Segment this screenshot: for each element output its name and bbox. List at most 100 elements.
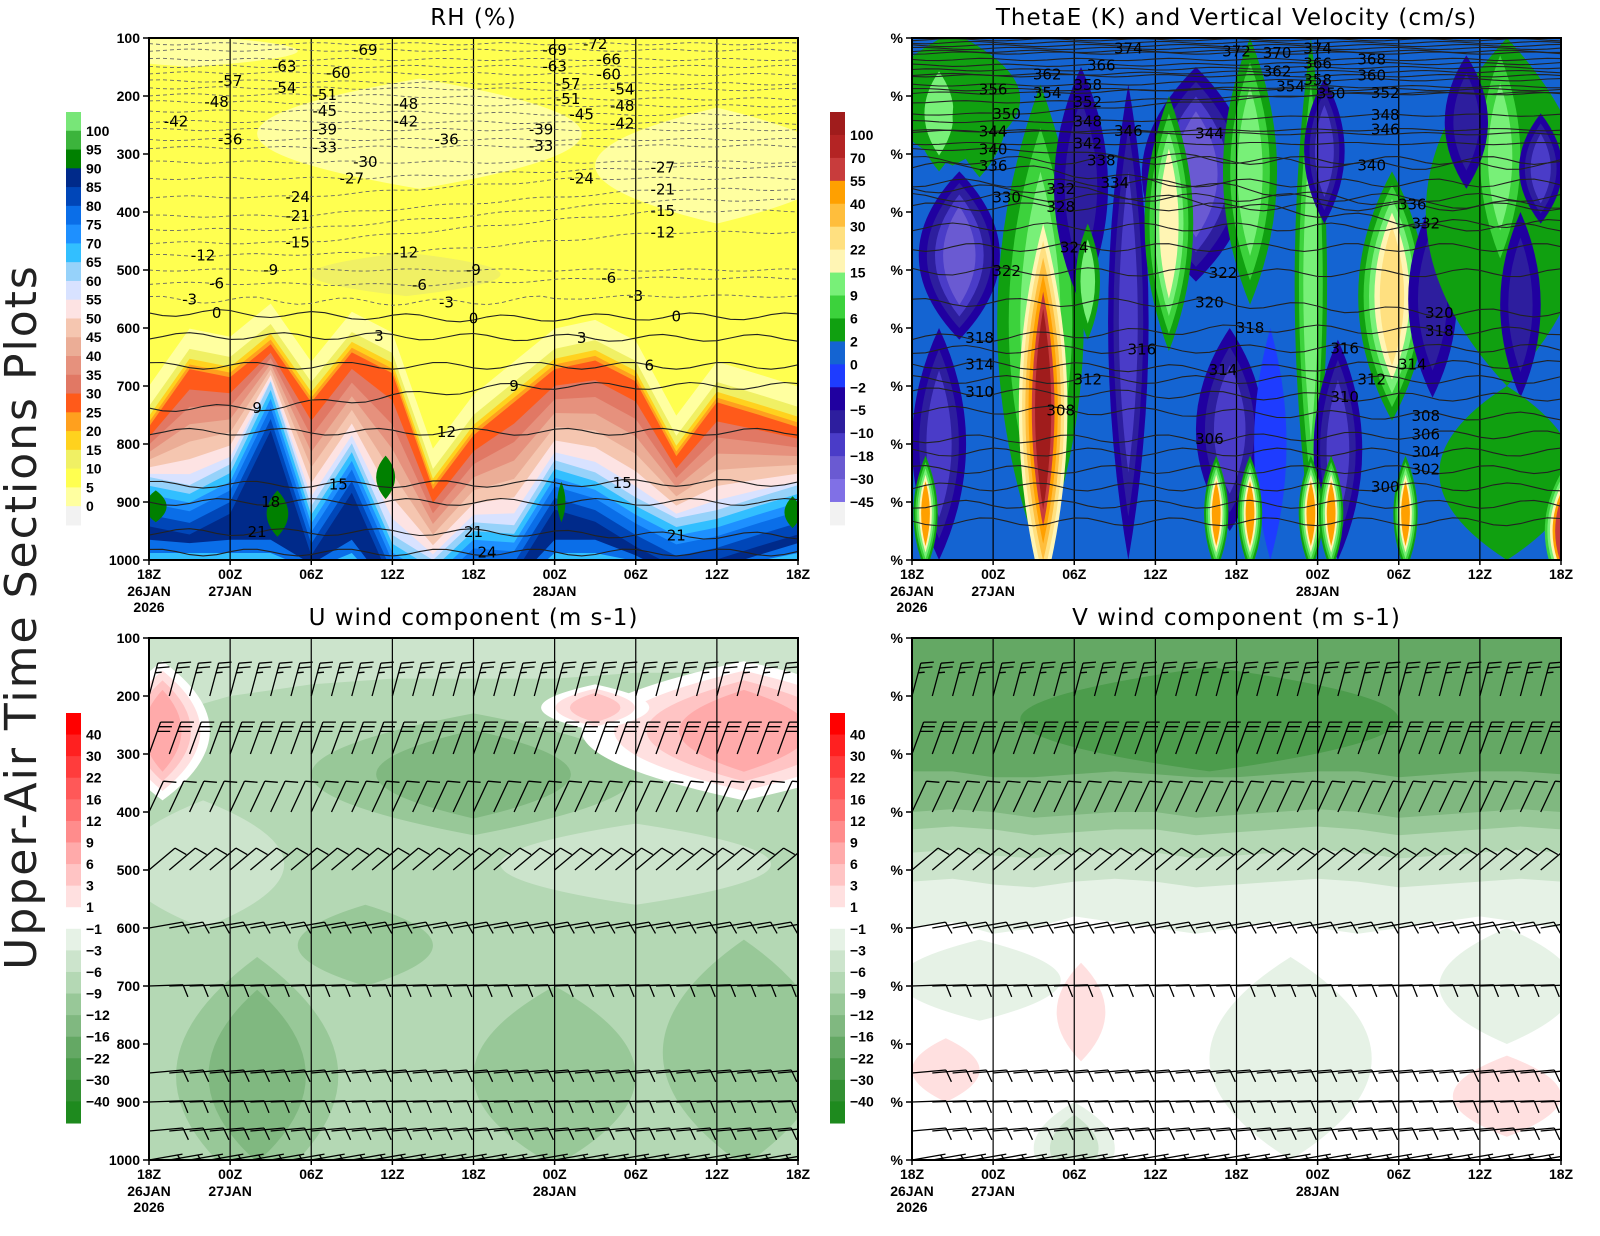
colorbar-label: −6 — [86, 964, 102, 980]
wind-barb — [1276, 847, 1315, 871]
wind-barb — [514, 984, 554, 998]
contour-line — [912, 74, 1561, 78]
contour-label: 21 — [248, 523, 267, 541]
wind-barb — [912, 780, 940, 813]
wind-barb — [1215, 780, 1244, 813]
contour-label: 15 — [329, 476, 348, 494]
x-date-label: 27JAN — [971, 1183, 1015, 1199]
colorbar-swatch — [66, 487, 81, 507]
wind-barb — [756, 721, 783, 755]
wind-barb — [1479, 780, 1508, 813]
wind-barb — [533, 661, 557, 697]
wind-barb — [473, 921, 515, 934]
contour-line — [912, 192, 1561, 202]
contour-line — [912, 517, 1561, 527]
wind-barb — [797, 869, 798, 870]
contour-label: 320 — [1195, 293, 1224, 311]
colorbar-swatch — [66, 1058, 81, 1081]
wind-barb — [635, 721, 661, 755]
x-tick-label: 18Z — [1224, 1166, 1249, 1182]
colorbar-swatch — [830, 1079, 845, 1102]
wind-barb — [1519, 661, 1543, 697]
wind-barb — [1357, 661, 1381, 697]
y-tick-label: % — [891, 1094, 904, 1110]
wind-barb — [1540, 1070, 1561, 1074]
wind-barb — [391, 721, 417, 755]
contour-label: -12 — [651, 223, 676, 241]
contour-region — [376, 455, 396, 500]
wind-barb — [736, 847, 775, 871]
wind-barb — [912, 661, 934, 697]
contour-region — [1211, 481, 1221, 547]
contour-label: 366 — [1087, 56, 1116, 74]
wind-barb — [1418, 661, 1441, 697]
contour-label: 18 — [261, 493, 280, 511]
wind-barb — [230, 1100, 270, 1114]
wind-barb — [1195, 1100, 1236, 1114]
wind-barb — [229, 847, 268, 871]
wind-barb — [1378, 921, 1420, 934]
wind-barb — [1276, 921, 1318, 934]
contour-label: 12 — [437, 423, 456, 441]
wind-barb — [1398, 661, 1421, 697]
wind-barb — [1418, 780, 1447, 813]
wind-barb — [432, 721, 458, 755]
contour-label: 310 — [1330, 388, 1359, 406]
x-date-label: 26JAN — [890, 583, 934, 599]
wind-barb — [168, 721, 194, 755]
wind-barb — [655, 921, 697, 934]
wind-barb — [149, 780, 177, 813]
colorbar-swatch — [66, 777, 81, 800]
wind-barb — [615, 1100, 655, 1114]
wind-barb — [1398, 721, 1424, 755]
wind-barb — [1378, 1100, 1418, 1114]
wind-barb — [615, 921, 657, 934]
colorbar-label: −16 — [850, 1029, 874, 1045]
contour-label: -39 — [529, 121, 554, 139]
colorbar-swatch — [830, 249, 845, 274]
colorbar-label: 9 — [86, 834, 94, 850]
wind-barb — [655, 721, 681, 755]
wind-barb — [351, 921, 393, 934]
x-tick-label: 12Z — [1468, 566, 1493, 582]
wind-barb — [676, 921, 717, 934]
wind-barb — [951, 661, 975, 697]
wind-barb — [513, 921, 555, 934]
wind-barb — [371, 847, 410, 871]
colorbar-label: 55 — [850, 173, 866, 189]
wind-barb — [1114, 984, 1155, 998]
wind-barb — [452, 847, 491, 871]
wind-barb — [777, 1100, 798, 1103]
contour-region — [1487, 83, 1513, 231]
y-tick-label: % — [891, 746, 904, 762]
contour-label: 332 — [1046, 180, 1075, 198]
contour-label: 324 — [1060, 238, 1089, 256]
wind-barb — [432, 661, 455, 697]
contour-label: -15 — [285, 234, 310, 252]
x-tick-label: 06Z — [1387, 566, 1412, 582]
wind-barb — [432, 780, 461, 813]
wind-barb — [1277, 1100, 1317, 1114]
colorbar-label: 40 — [850, 196, 866, 212]
contour-region — [1303, 128, 1319, 441]
wind-barb — [1540, 1128, 1561, 1132]
wind-barb — [1398, 847, 1437, 871]
wind-barb — [169, 1100, 209, 1114]
wind-barb — [737, 984, 777, 998]
wind-barb — [392, 984, 432, 998]
wind-barb — [351, 984, 392, 998]
contour-line — [149, 528, 798, 540]
wind-barb — [1317, 1100, 1358, 1114]
wind-barb — [972, 1100, 1013, 1114]
contour-label: -45 — [569, 106, 594, 124]
y-tick-label: 700 — [117, 978, 141, 994]
colorbar-swatch — [66, 1015, 81, 1038]
wind-barb — [1073, 847, 1112, 871]
wind-barb — [1195, 780, 1224, 813]
contour-line — [912, 49, 1561, 53]
wind-barb — [230, 984, 270, 998]
y-tick-label: % — [891, 1036, 904, 1052]
wind-barb — [311, 1100, 351, 1114]
wind-barb — [1560, 1159, 1561, 1160]
colorbar-swatch — [66, 130, 81, 151]
